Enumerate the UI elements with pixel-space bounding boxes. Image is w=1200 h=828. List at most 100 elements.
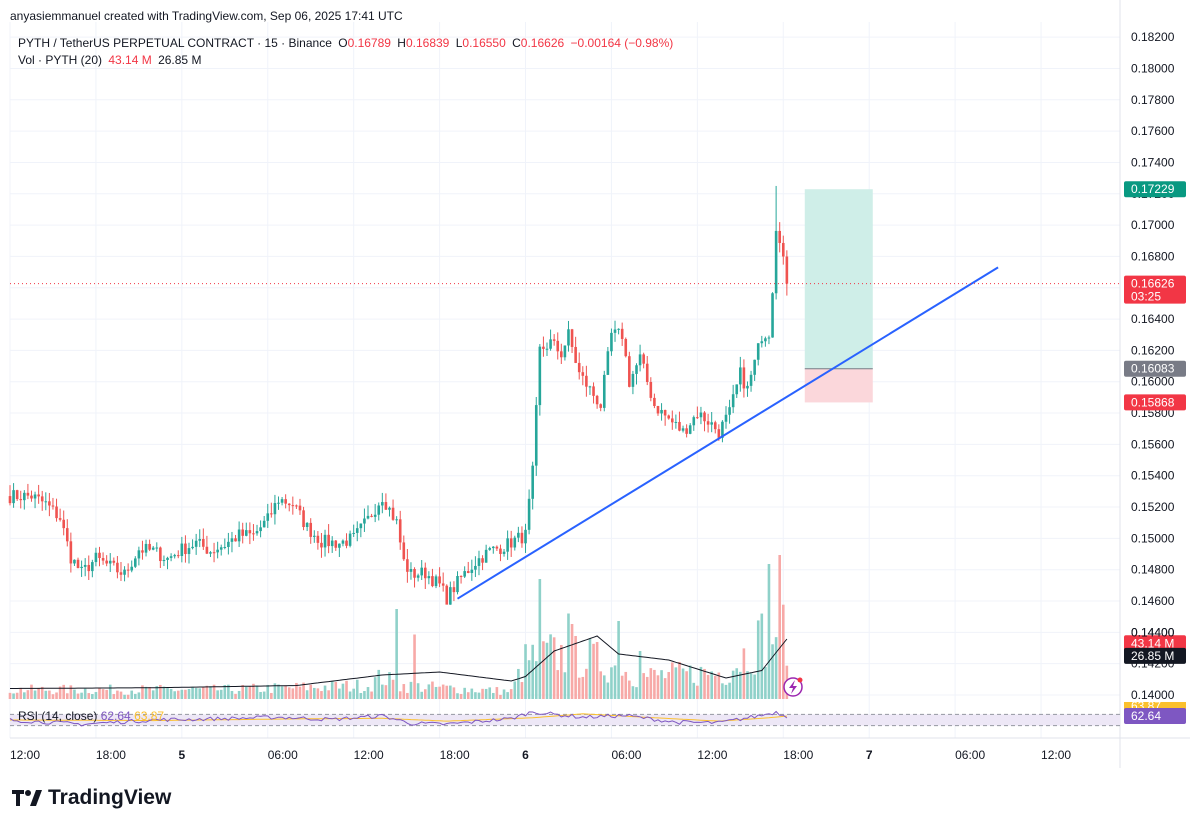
target-zone: [804, 189, 873, 369]
volume-bar: [563, 672, 567, 699]
candle-body: [492, 546, 495, 549]
volume-bar: [542, 641, 545, 699]
candle-body: [713, 422, 717, 430]
price-tick-label: 0.16800: [1131, 249, 1175, 263]
candle: [169, 553, 173, 562]
time-axis[interactable]: 12:00 18:00 5 06:00 12:00 18:00 6 06:00 12:00 18:…: [10, 748, 1071, 762]
tradingview-brand[interactable]: TradingView: [12, 786, 171, 810]
candle: [76, 557, 80, 569]
volume-legend[interactable]: Vol · PYTH (20) 43.14 M 26.85 M: [18, 53, 204, 67]
candle-body: [302, 510, 305, 528]
volume-bar: [645, 676, 649, 699]
candle: [159, 546, 162, 568]
candle-body: [774, 230, 778, 294]
candle-body: [599, 404, 602, 408]
candle: [495, 545, 499, 552]
candle: [51, 497, 55, 510]
candle-body: [112, 560, 116, 563]
volume-bar: [398, 691, 402, 699]
candle-body: [23, 492, 26, 501]
candle: [398, 510, 402, 550]
volume-bar: [388, 672, 391, 699]
price-tag: 43.14 M: [1124, 635, 1186, 652]
candle-body: [348, 533, 352, 546]
volume-bar: [538, 579, 542, 699]
candle-body: [567, 329, 570, 346]
alert-icon[interactable]: [783, 677, 803, 697]
candle: [8, 485, 12, 506]
volume-bar: [606, 682, 610, 699]
volume-bar: [423, 689, 427, 699]
trendline: [456, 266, 999, 600]
volume-bar: [506, 692, 509, 699]
candle-body: [370, 515, 373, 517]
volume-bar: [685, 671, 688, 699]
candle-body: [645, 363, 649, 382]
candle-body: [341, 540, 345, 544]
trendline-drawing[interactable]: [456, 266, 999, 600]
price-tick-label: 0.14600: [1131, 594, 1175, 608]
volume-bar: [316, 688, 320, 699]
candle-body: [724, 414, 728, 422]
candle-body: [309, 522, 313, 537]
volume-bar: [234, 693, 237, 699]
volume-bar: [617, 621, 620, 699]
candle: [774, 185, 778, 300]
volume-bar: [441, 684, 445, 699]
volume-bar: [520, 682, 524, 699]
candle: [30, 490, 33, 502]
price-tick-label: 0.15000: [1131, 531, 1175, 545]
price-tag: 26.85 M: [1124, 647, 1186, 664]
price-tick-label: 0.17600: [1131, 124, 1175, 138]
candle-body: [73, 559, 76, 564]
candle: [112, 557, 116, 566]
price-axis[interactable]: 0.18200 0.18000 0.17800 0.17600 0.17400 0.172…: [1124, 30, 1186, 724]
volume-bar: [223, 685, 227, 699]
candle: [470, 559, 474, 581]
candle-body: [570, 329, 574, 347]
price-tick-label: 0.17000: [1131, 218, 1175, 232]
price-tag-label: 26.85 M: [1131, 649, 1174, 663]
candle-body: [617, 328, 620, 330]
volume-bar: [438, 686, 441, 699]
time-tick-label: 12:00: [697, 748, 727, 762]
volume-bar: [98, 688, 101, 699]
candle-body: [202, 539, 205, 547]
candle-body: [313, 535, 316, 537]
volume-bar: [481, 688, 484, 699]
price-tag-bg: [1124, 360, 1186, 377]
volume-bar: [130, 690, 134, 699]
candle: [130, 560, 134, 573]
candle: [445, 584, 449, 605]
candle: [180, 536, 184, 563]
volume-bar: [212, 684, 216, 699]
price-tick-label: 0.16000: [1131, 375, 1175, 389]
symbol-legend[interactable]: PYTH / TetherUS PERPETUAL CONTRACT · 15 …: [18, 36, 676, 50]
volume-bar: [721, 683, 724, 699]
candle-body: [44, 501, 48, 503]
volume-bar: [534, 661, 538, 699]
volume-bar: [126, 694, 130, 699]
volume-ma-line: [10, 635, 788, 689]
candle-body: [781, 242, 785, 257]
candle: [613, 320, 617, 342]
candle-body: [527, 498, 531, 530]
candle: [12, 483, 15, 508]
volume-bar: [202, 687, 205, 699]
volume-bar: [37, 687, 40, 699]
volume-bar: [363, 691, 366, 699]
candle-body: [345, 540, 348, 546]
volume-bar: [309, 684, 313, 699]
close-value: 0.16626: [520, 36, 565, 50]
candle: [334, 539, 338, 551]
volume-bar: [330, 681, 334, 699]
rsi-legend[interactable]: RSI (14, close) 62.64 63.87: [18, 709, 164, 723]
candle-body: [291, 505, 295, 507]
candle-body: [338, 543, 341, 548]
candles: [8, 185, 789, 605]
volume-bar: [610, 667, 613, 699]
candle-body: [141, 550, 144, 553]
long-position-tool[interactable]: [804, 189, 873, 403]
volume-bar: [62, 684, 65, 699]
